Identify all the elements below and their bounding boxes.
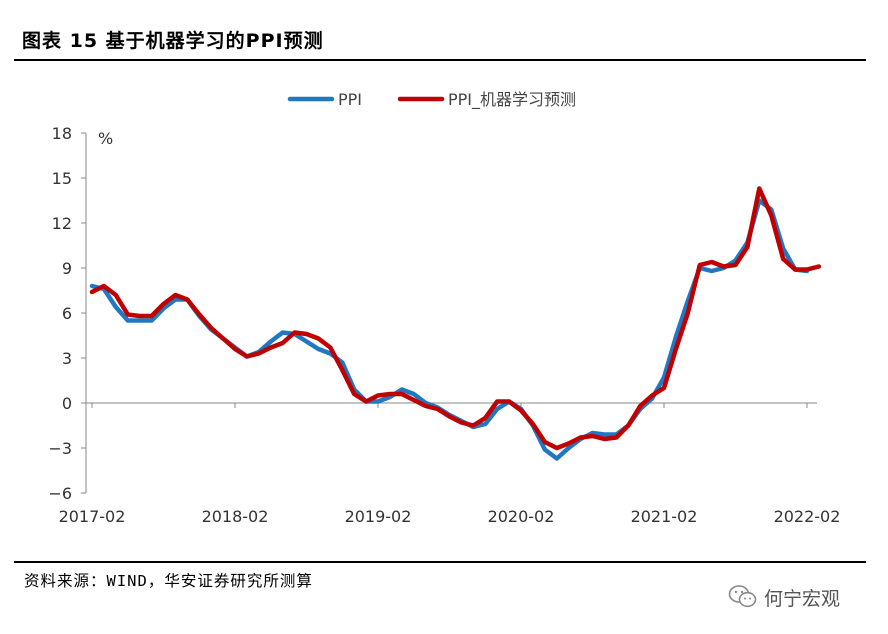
watermark-text: 何宁宏观 <box>764 587 841 610</box>
y-tick-label: 6 <box>62 304 72 323</box>
series-layer <box>89 186 822 461</box>
y-tick-label: 3 <box>62 349 72 368</box>
title-divider <box>14 59 866 61</box>
watermark: 何宁宏观 <box>728 583 840 611</box>
x-tick-label: 2019-02 <box>345 507 412 526</box>
figure-title: 图表 15 基于机器学习的PPI预测 <box>22 30 324 52</box>
ppi-ml-forecast-series-line <box>89 186 822 451</box>
y-tick-label: −3 <box>48 439 72 458</box>
y-axis-unit-label: % <box>98 129 113 148</box>
y-tick-label: 15 <box>52 169 72 188</box>
y-tick-label: 18 <box>52 124 72 143</box>
x-tick-label: 2021-02 <box>631 507 698 526</box>
x-tick-label: 2022-02 <box>774 507 841 526</box>
y-axis: −6 −3 0 3 6 9 12 15 18% <box>48 124 113 503</box>
y-tick-label: 9 <box>62 259 72 278</box>
y-tick-label: 12 <box>52 214 72 233</box>
source-note: 资料来源：WIND，华安证券研究所测算 <box>24 572 313 590</box>
y-tick-label: −6 <box>48 484 72 503</box>
legend-label: PPI <box>338 90 362 109</box>
x-tick-label: 2018-02 <box>202 507 269 526</box>
x-tick-label: 2020-02 <box>488 507 555 526</box>
ppi-series-line <box>89 198 810 461</box>
y-tick-label: 0 <box>62 394 72 413</box>
source-divider <box>14 561 866 563</box>
wechat-icon <box>728 585 757 608</box>
x-axis: 2017-02 2018-02 2019-02 2020-02 2021-02 2022-… <box>59 402 841 526</box>
chart-legend: PPI PPI_机器学习预测 <box>287 90 576 110</box>
legend-label: PPI_机器学习预测 <box>448 90 576 110</box>
x-tick-label: 2017-02 <box>59 507 126 526</box>
